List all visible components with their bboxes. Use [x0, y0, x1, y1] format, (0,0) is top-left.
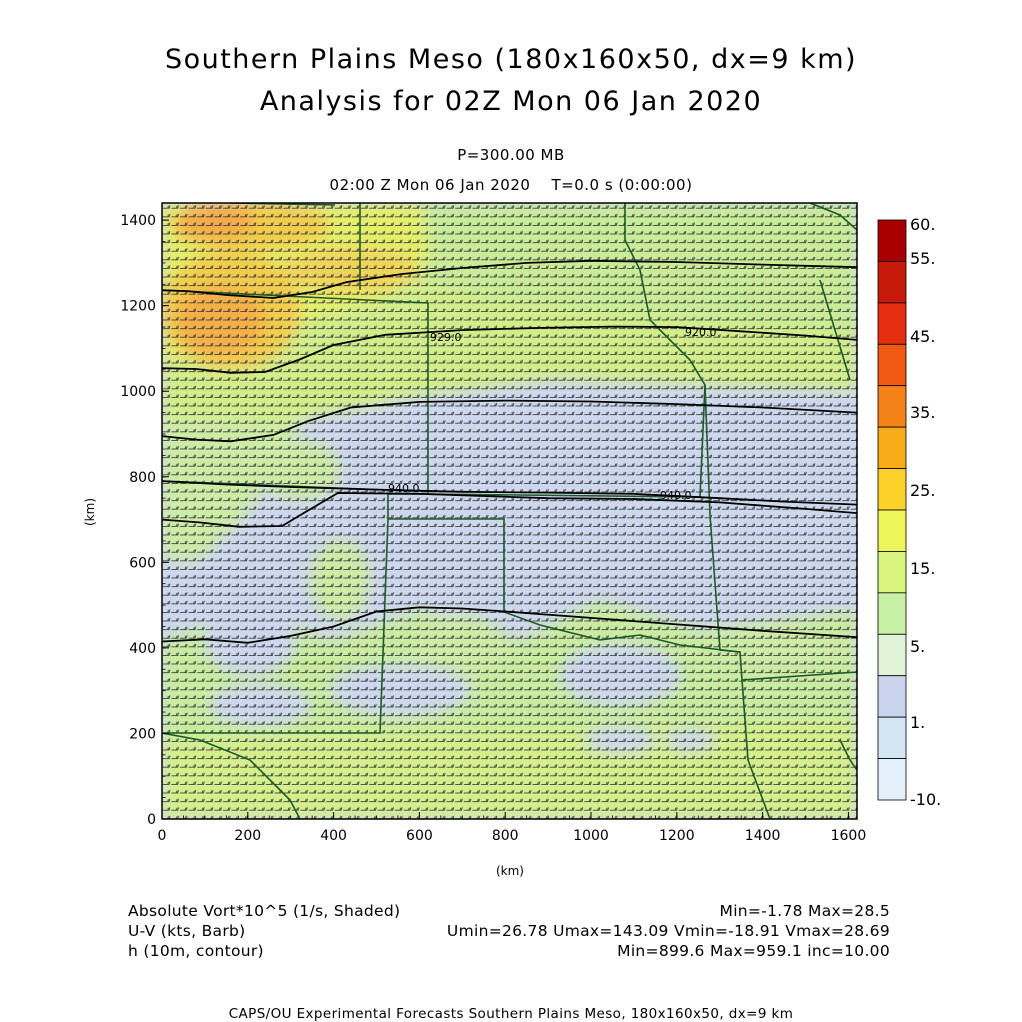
x-tick-label: 800	[492, 828, 519, 844]
x-tick-label: 200	[234, 828, 261, 844]
colorbar-swatch	[877, 302, 907, 345]
height-contour-line	[162, 480, 857, 506]
field3-label: h (10m, contour)	[128, 942, 264, 960]
y-tick-label: 0	[147, 812, 156, 828]
colorbar-label: 35.	[910, 403, 935, 422]
y-tick-label: 200	[129, 726, 156, 742]
x-tick-label: 0	[158, 828, 167, 844]
y-axis-label: (km)	[83, 498, 97, 526]
height-contour-line	[162, 399, 857, 443]
contour-label: 920.0	[685, 326, 717, 339]
x-tick-label: 400	[320, 828, 347, 844]
credit-line: CAPS/OU Experimental Forecasts Southern …	[228, 1006, 794, 1022]
vorticity-field	[162, 203, 857, 819]
contour-label: 940.0	[388, 482, 420, 495]
colorbar-label: 45.	[910, 327, 935, 346]
colorbar-swatch	[877, 261, 907, 304]
colorbar-swatch	[877, 343, 907, 387]
y-tick-label: 1400	[120, 213, 156, 229]
colorbar-swatch	[877, 219, 907, 262]
y-tick-label: 600	[129, 555, 156, 571]
x-axis-label: (km)	[496, 864, 524, 878]
height-contours	[162, 259, 857, 644]
colorbar-label: 15.	[910, 559, 935, 578]
colorbar-swatch	[877, 551, 907, 594]
valid-time: 02:00 Z Mon 06 Jan 2020 T=0.0 s (0:00:00…	[329, 176, 693, 194]
height-contour-line	[162, 325, 857, 374]
y-tick-label: 800	[129, 470, 156, 486]
field2-stats: Umin=26.78 Umax=143.09 Vmin=-18.91 Vmax=…	[446, 922, 890, 940]
axes: 0 200 400 600 800 1000 1200 1400 1600 0 200 400 600 8…	[120, 213, 866, 844]
x-tick-label: 1200	[659, 828, 695, 844]
colorbar-swatch	[877, 716, 907, 759]
colorbar-swatch	[877, 509, 907, 552]
colorbar-label: -10.	[910, 790, 941, 809]
y-tick-label: 1200	[120, 299, 156, 315]
height-contour-line	[162, 259, 857, 299]
subtitle: Analysis for 02Z Mon 06 Jan 2020	[259, 86, 763, 117]
x-tick-label: 1000	[573, 828, 609, 844]
colorbar-label: 60.	[910, 215, 935, 234]
y-tick-label: 1000	[120, 384, 156, 400]
colorbar-label: 5.	[910, 637, 925, 656]
height-contour-line	[162, 492, 857, 528]
x-tick-label: 1400	[745, 828, 781, 844]
field2-label: U-V (kts, Barb)	[128, 922, 246, 940]
colorbar-swatch	[877, 468, 907, 511]
pressure-level: P=300.00 MB	[457, 146, 565, 164]
colorbar-swatch	[877, 633, 907, 677]
colorbar-label: 55.	[910, 249, 935, 268]
height-contour-line	[162, 606, 857, 644]
colorbar-swatch	[877, 426, 907, 469]
colorbar-swatch	[877, 675, 907, 718]
wind-barbs	[162, 203, 857, 819]
colorbar: 60. 55. 45. 35. 25. 15. 5. 1. -10.	[877, 215, 941, 809]
title: Southern Plains Meso (180x160x50, dx=9 k…	[164, 44, 858, 75]
state-borders	[162, 203, 857, 819]
y-tick-label: 400	[129, 641, 156, 657]
field1-stats: Min=-1.78 Max=28.5	[719, 902, 890, 920]
field1-label: Absolute Vort*10^5 (1/s, Shaded)	[128, 902, 401, 920]
x-tick-label: 1600	[831, 828, 867, 844]
colorbar-swatch	[877, 758, 907, 801]
colorbar-swatch	[877, 385, 907, 428]
colorbar-swatch	[877, 592, 907, 635]
colorbar-label: 1.	[910, 713, 925, 732]
field3-stats: Min=899.6 Max=959.1 inc=10.00	[617, 942, 890, 960]
x-tick-label: 600	[406, 828, 433, 844]
colorbar-label: 25.	[910, 481, 935, 500]
plot-frame	[161, 202, 858, 820]
contour-label: 940.0	[660, 489, 692, 502]
contour-label: 929.0	[430, 331, 462, 344]
